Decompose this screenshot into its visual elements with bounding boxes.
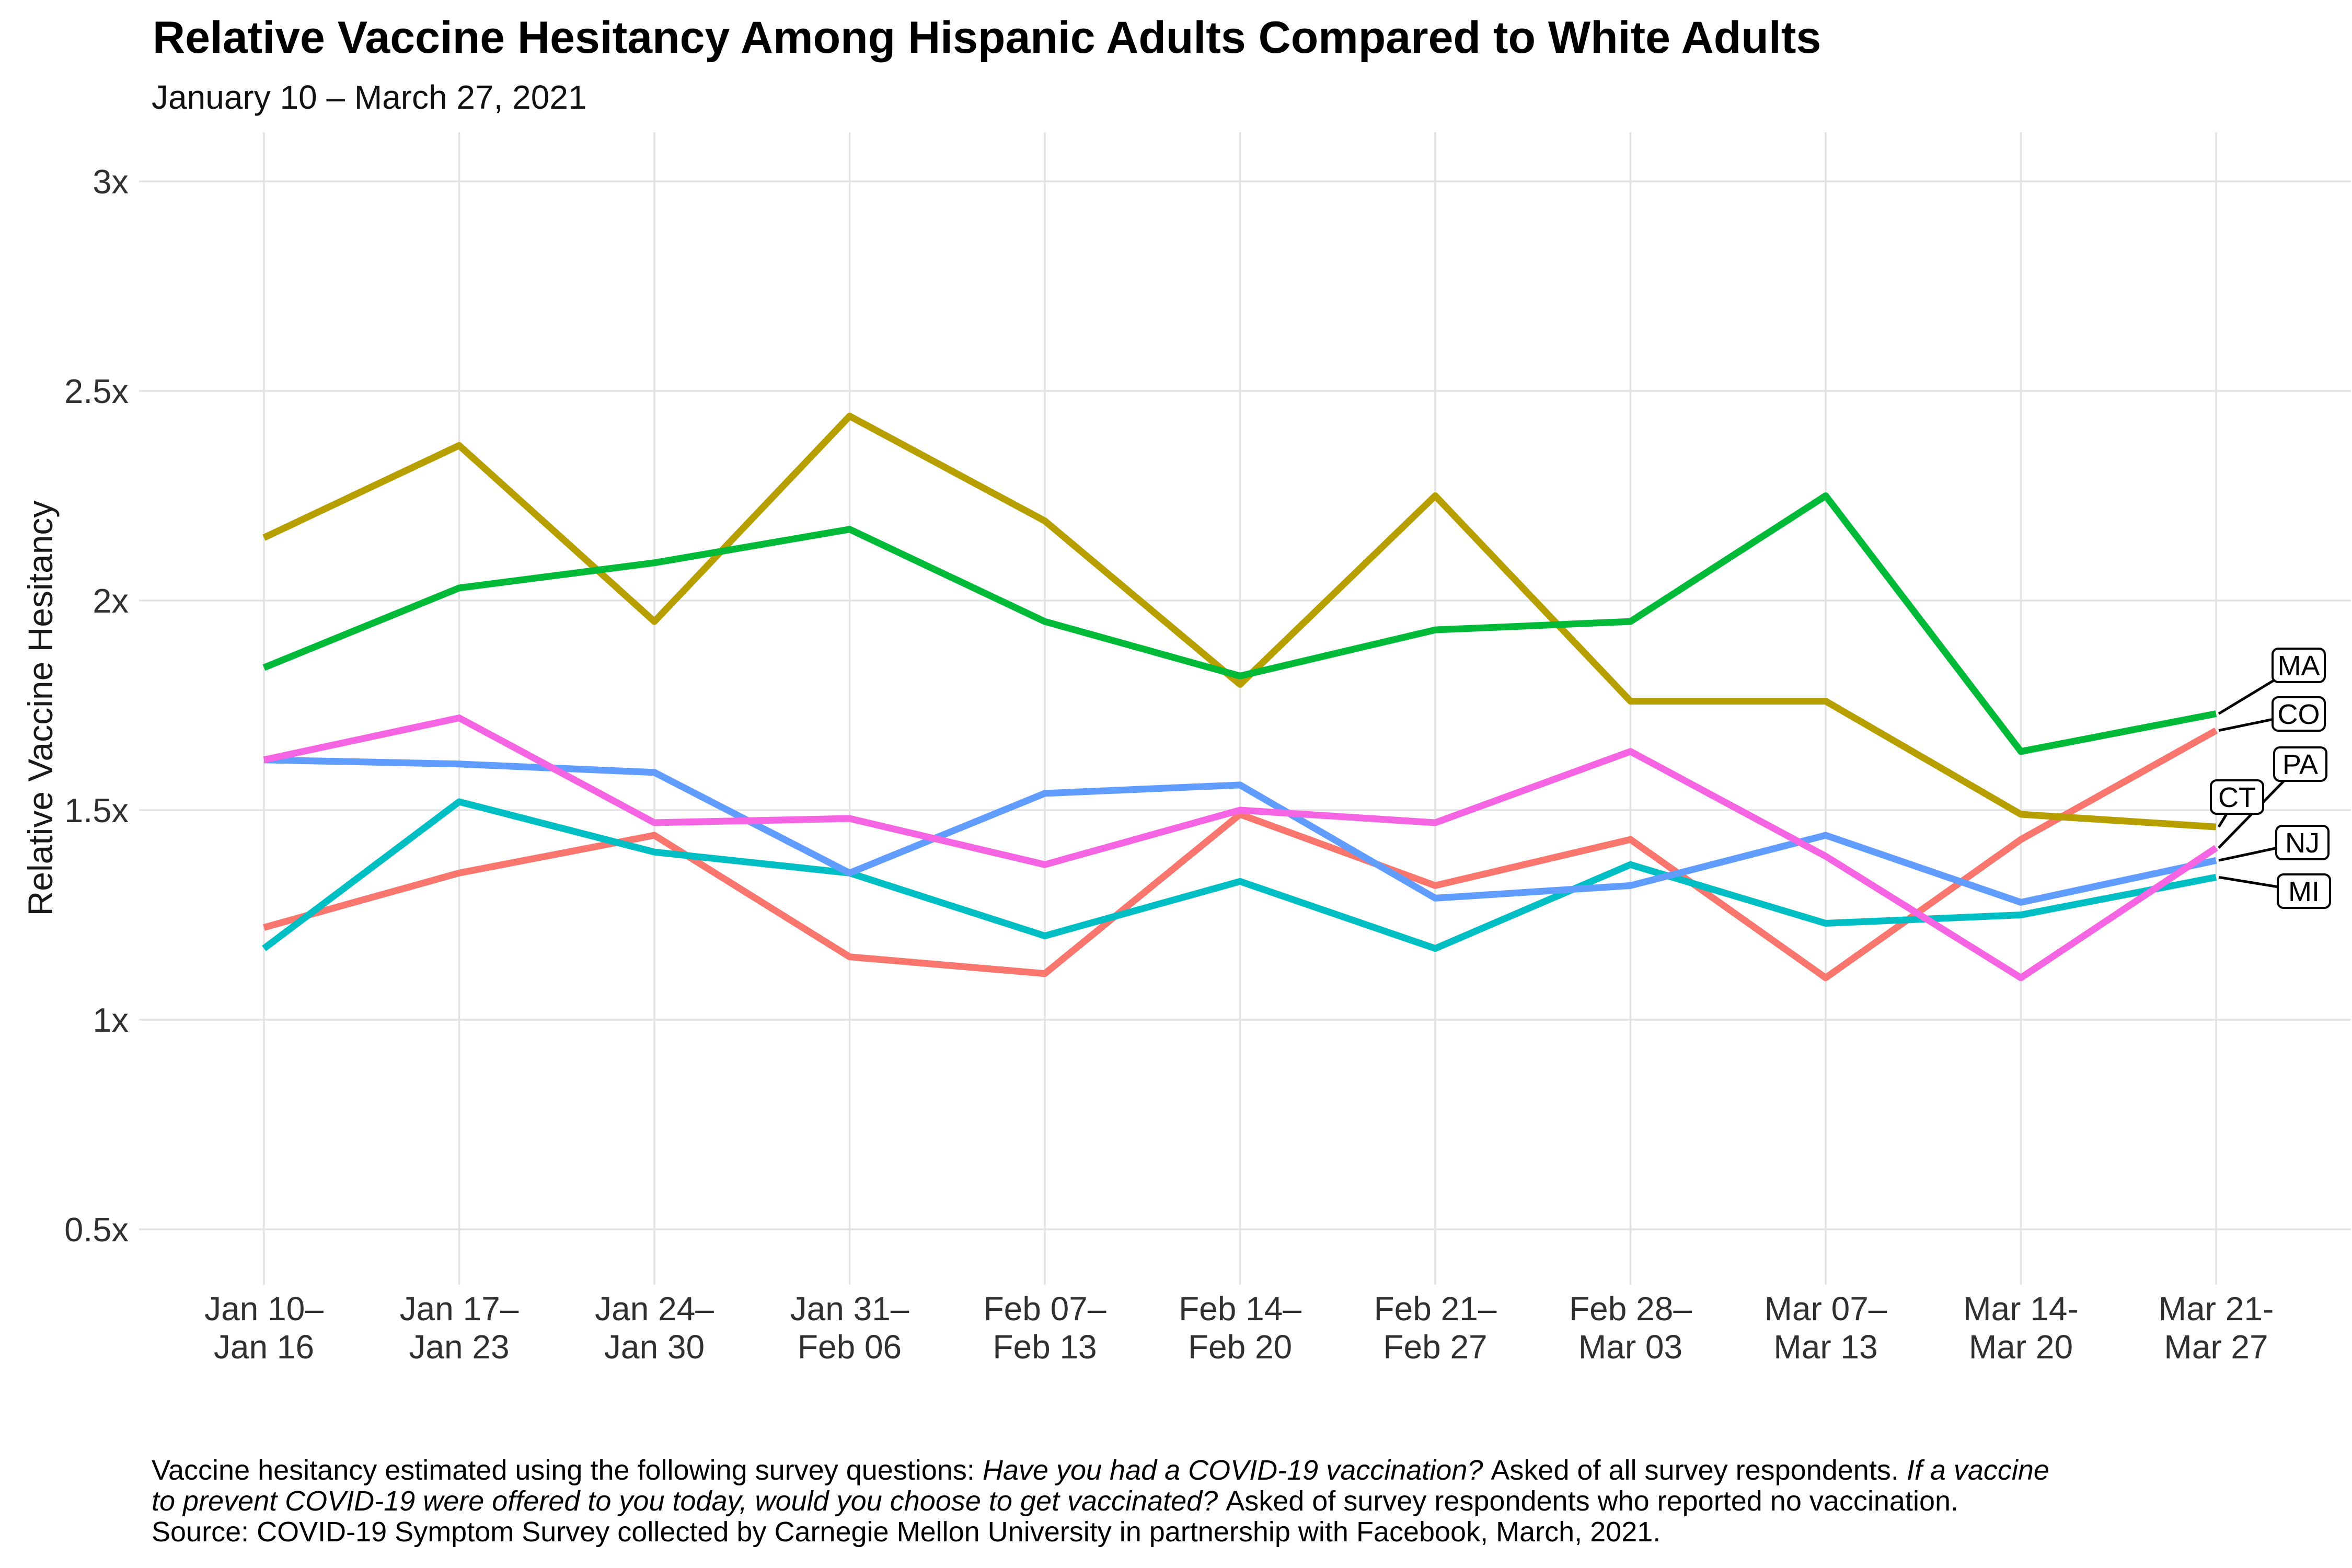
y-tick-label: 1.5x (64, 791, 129, 829)
svg-text:Jan 17–: Jan 17– (400, 1290, 519, 1328)
svg-text:Mar 21-: Mar 21- (2159, 1290, 2274, 1328)
series-line-CO (263, 727, 2218, 982)
series-line-PA (263, 714, 2218, 982)
y-tick-label: 2x (93, 582, 129, 620)
svg-text:Jan 30: Jan 30 (604, 1328, 705, 1366)
svg-text:CO: CO (2278, 699, 2320, 730)
svg-text:Feb 06: Feb 06 (798, 1328, 902, 1366)
svg-text:Mar 03: Mar 03 (1578, 1328, 1682, 1366)
svg-text:Jan 31–: Jan 31– (790, 1290, 909, 1328)
label-boxes: CO CT MA MI NJ PA (2210, 648, 2331, 909)
caption-line: Vaccine hesitancy estimated using the fo… (152, 1455, 2049, 1486)
caption-line: Source: COVID-19 Symptom Survey collecte… (152, 1516, 1661, 1548)
svg-text:PA: PA (2282, 749, 2318, 780)
svg-text:MI: MI (2288, 876, 2320, 907)
x-tick-label: Jan 10–Jan 16 (204, 1290, 324, 1366)
y-tick-label: 1x (93, 1001, 129, 1039)
svg-text:Mar 14-: Mar 14- (1963, 1290, 2079, 1328)
svg-text:NJ: NJ (2285, 827, 2320, 859)
chart-subtitle: January 10 – March 27, 2021 (152, 78, 587, 116)
svg-text:Feb 14–: Feb 14– (1179, 1290, 1301, 1328)
y-tick-label: 3x (93, 163, 129, 201)
svg-text:Jan 23: Jan 23 (409, 1328, 509, 1366)
svg-text:Jan 10–: Jan 10– (204, 1290, 324, 1328)
svg-text:MA: MA (2278, 650, 2320, 682)
x-tick-label: Feb 07–Feb 13 (984, 1290, 1106, 1366)
series-label-MI: MI (2277, 873, 2331, 909)
x-tick-label: Feb 14–Feb 20 (1179, 1290, 1301, 1366)
series-line-CT (262, 412, 2217, 831)
x-tick-label: Mar 07–Mar 13 (1765, 1290, 1887, 1366)
svg-text:Feb 13: Feb 13 (993, 1328, 1097, 1366)
series-line-NJ (263, 756, 2217, 906)
series-line-MI (262, 798, 2217, 952)
series-end-labels: CO CT MA MI NJ PA (2210, 648, 2331, 909)
x-tick-label: Feb 21–Feb 27 (1374, 1290, 1497, 1366)
gridlines (139, 132, 2351, 1285)
svg-text:Feb 27: Feb 27 (1383, 1328, 1487, 1366)
y-tick-label: 2.5x (64, 372, 129, 410)
caption: Vaccine hesitancy estimated using the fo… (152, 1455, 2049, 1548)
x-tick-label: Feb 28–Mar 03 (1569, 1290, 1692, 1366)
x-tick-label: Mar 14-Mar 20 (1963, 1290, 2079, 1366)
series-label-CO: CO (2272, 696, 2326, 732)
svg-text:Mar 27: Mar 27 (2164, 1328, 2268, 1366)
svg-text:Jan 16: Jan 16 (214, 1328, 314, 1366)
caption-line: to prevent COVID-19 were offered to you … (152, 1485, 1958, 1517)
svg-text:Mar 20: Mar 20 (1969, 1328, 2073, 1366)
svg-text:Feb 21–: Feb 21– (1374, 1290, 1497, 1328)
svg-text:Mar 07–: Mar 07– (1765, 1290, 1887, 1328)
y-tick-label: 0.5x (64, 1210, 129, 1249)
svg-text:Feb 20: Feb 20 (1188, 1328, 1292, 1366)
y-tick-labels: 3x 2.5x 2x 1.5x 1x 0.5x (64, 163, 129, 1249)
series-label-NJ: NJ (2275, 825, 2330, 860)
series-label-CT: CT (2210, 779, 2264, 815)
svg-text:Jan 24–: Jan 24– (595, 1290, 714, 1328)
svg-text:Feb 28–: Feb 28– (1569, 1290, 1692, 1328)
x-tick-label: Jan 31–Feb 06 (790, 1290, 909, 1366)
chart-title: Relative Vaccine Hesitancy Among Hispani… (153, 13, 1821, 63)
series-line-MA (262, 492, 2217, 755)
x-tick-label: Jan 17–Jan 23 (400, 1290, 519, 1366)
y-axis-title: Relative Vaccine Hesitancy (21, 501, 60, 916)
series-label-PA: PA (2273, 746, 2327, 782)
svg-text:Feb 07–: Feb 07– (984, 1290, 1106, 1328)
svg-text:Mar 13: Mar 13 (1773, 1328, 1877, 1366)
series-label-MA: MA (2272, 648, 2326, 683)
svg-text:CT: CT (2218, 782, 2256, 813)
x-tick-label: Jan 24–Jan 30 (595, 1290, 714, 1366)
x-tick-label: Mar 21-Mar 27 (2159, 1290, 2274, 1366)
series-lines (262, 412, 2218, 982)
